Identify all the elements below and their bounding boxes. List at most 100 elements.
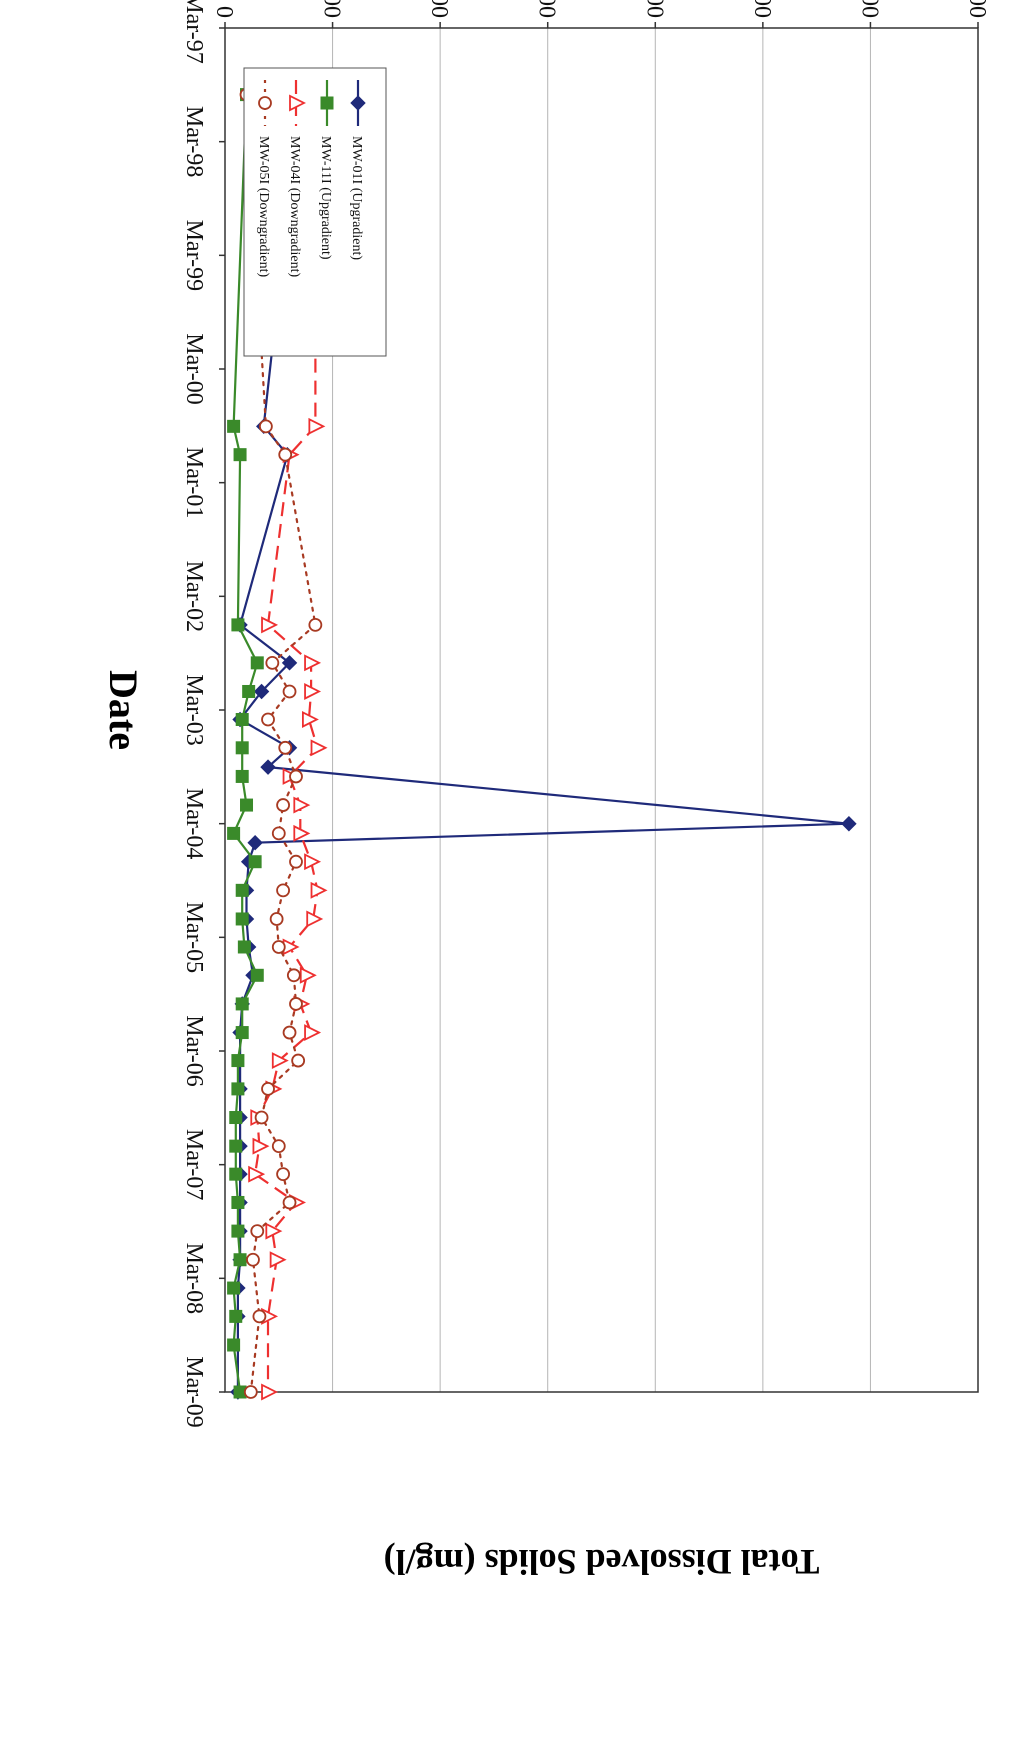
x-axis-ticks: Mar-97 Mar-98 Mar-99 Mar-00 Mar-01 Mar-02 Mar-… [181,0,225,1428]
data-point [271,1052,289,1070]
data-point [250,1224,265,1239]
series-mw-11i [227,88,264,1399]
y-axis-title: Total Dissolved Solids (mg/l) [384,1542,820,1582]
data-point [229,1111,243,1125]
data-point [278,447,293,462]
data-point [271,1139,286,1154]
data-point [254,1110,269,1125]
data-point [246,1252,260,1267]
x-tick-label: Mar-08 [181,1243,207,1315]
series-line [253,94,319,1392]
data-point [261,616,279,634]
y-tick-label: 3,500 [964,0,990,18]
data-point [304,683,322,700]
y-axis-ticks: 0 500 1,000 1,500 2,000 2,500 3,000 3,500 [211,0,990,28]
x-tick-label: Mar-98 [181,106,207,178]
data-point [278,740,293,755]
y-tick-label: 2,000 [641,0,667,18]
data-point [235,1026,249,1040]
data-point [227,1338,241,1352]
data-point [231,1195,245,1209]
data-point [235,997,249,1011]
data-point [281,655,298,671]
legend: MW-01I (Upgradient) MW-11I (Upgradient) MW… [243,67,387,357]
series-layer [227,86,857,1401]
data-point [269,912,284,926]
data-point [227,1281,241,1295]
legend-label: MW-11I (Upgradient) [318,136,333,260]
y-tick-label: 0 [211,6,237,18]
data-point [260,759,276,775]
x-tick-label: Mar-03 [181,674,207,746]
data-point [252,1137,270,1155]
data-point [235,912,249,926]
legend-label: MW-05I (Downgradient) [256,136,271,277]
x-axis-title: Date [101,670,146,750]
legend-marker [258,96,272,110]
data-point [276,883,290,898]
data-point [289,854,303,869]
legend-marker [320,96,334,110]
data-point [252,1309,267,1324]
y-tick-label: 1,000 [426,0,452,18]
data-point [227,419,241,433]
data-point [293,824,311,842]
x-tick-label: Mar-05 [181,902,207,974]
y-tick-label: 500 [319,0,345,18]
data-point [235,769,249,783]
data-point [271,826,286,841]
legend-label: MW-01I (Upgradient) [349,136,364,260]
data-point [261,1383,279,1401]
data-point [271,940,286,954]
data-point [229,1167,243,1181]
x-tick-label: Mar-06 [181,1015,207,1087]
x-tick-label: Mar-00 [181,333,207,405]
data-point [231,1054,245,1068]
data-point [250,968,264,982]
data-point [308,417,326,435]
data-point [258,419,273,434]
data-point [227,826,241,840]
x-tick-label: Mar-97 [181,0,207,64]
data-point [248,855,262,869]
data-point [229,1139,243,1153]
data-point [235,883,249,897]
data-point [304,654,322,672]
data-point [306,910,324,928]
x-tick-label: Mar-09 [181,1356,207,1428]
data-point [265,1222,283,1240]
data-point [310,881,328,899]
data-point [293,796,311,814]
data-point [302,711,319,728]
x-tick-label: Mar-02 [181,561,207,633]
series-mw-05i [239,87,323,1399]
data-point [841,816,857,832]
data-point [229,1309,243,1323]
x-tick-label: Mar-07 [181,1129,207,1201]
data-point [242,684,256,698]
y-tick-label: 3,000 [856,0,882,18]
data-point [299,966,317,984]
data-point [282,1025,297,1040]
data-point [261,712,275,727]
data-point [250,656,264,670]
x-tick-label: Mar-99 [181,220,207,292]
data-point [282,1195,297,1210]
data-point [231,1082,245,1096]
data-point [261,1081,275,1096]
data-point [243,1385,258,1399]
y-tick-label: 1,500 [534,0,560,18]
data-point [282,684,297,699]
data-point [310,739,328,757]
data-point [304,853,322,871]
x-tick-label: Mar-01 [181,447,207,519]
legend-label: MW-04I (Downgradient) [287,136,302,277]
legend-box [243,67,387,357]
data-point [304,1024,322,1042]
data-point [289,997,303,1011]
data-point [231,1224,245,1238]
data-point [286,968,301,983]
data-point [240,798,254,812]
legend-marker [350,95,366,111]
data-point [235,712,249,726]
